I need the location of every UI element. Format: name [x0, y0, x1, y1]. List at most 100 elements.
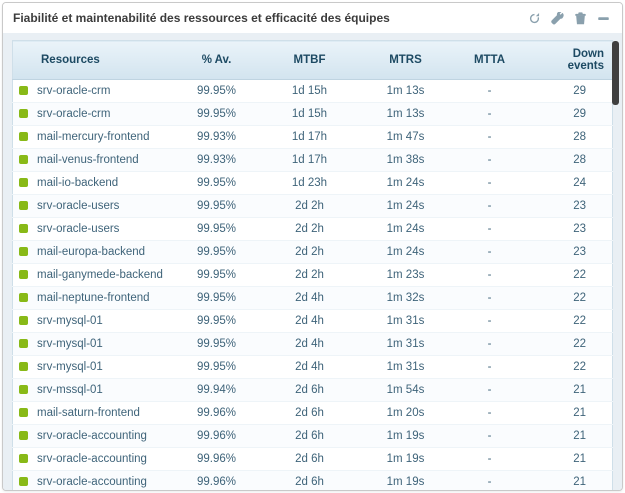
resource-name[interactable]: srv-mysql-01 — [37, 315, 103, 327]
mtbf-cell: 1d 17h — [258, 148, 361, 172]
table-row[interactable]: mail-neptune-frontend 99.95% 2d 4h 1m 32s -2… — [12, 286, 613, 310]
availability-cell: 99.93% — [174, 148, 259, 172]
status-ok-icon — [19, 270, 28, 279]
mtbf-cell: 2d 4h — [258, 309, 361, 333]
status-ok-icon — [19, 339, 28, 348]
collapse-icon[interactable] — [596, 11, 610, 25]
mtbf-cell: 2d 6h — [258, 401, 361, 425]
mtrs-cell: 1m 31s — [360, 355, 451, 379]
availability-cell: 99.95% — [174, 217, 259, 241]
resource-cell: srv-oracle-accounting — [12, 470, 175, 490]
availability-cell: 99.95% — [174, 79, 259, 103]
resource-name[interactable]: mail-mercury-frontend — [37, 131, 150, 143]
mtrs-cell: 1m 24s — [360, 171, 451, 195]
status-ok-icon — [19, 247, 28, 256]
table-row[interactable]: srv-mysql-01 99.95% 2d 4h 1m 31s -22 — [12, 355, 613, 379]
trash-icon[interactable] — [573, 11, 587, 25]
table-row[interactable]: mail-saturn-frontend 99.96% 2d 6h 1m 20s -21 — [12, 401, 613, 425]
status-ok-icon — [19, 431, 28, 440]
mtta-cell: - — [450, 79, 529, 103]
column-header-availability[interactable]: % Av. — [174, 40, 259, 80]
availability-cell: 99.96% — [174, 424, 259, 448]
resource-cell: srv-mysql-01 — [12, 332, 175, 356]
wrench-icon[interactable] — [550, 11, 564, 25]
status-ok-icon — [19, 224, 28, 233]
down-events-cell: 29 — [528, 102, 613, 126]
resources-table: Resources % Av. MTBF MTRS MTTA Down even… — [12, 40, 613, 490]
down-events-cell: 28 — [528, 148, 613, 172]
status-ok-icon — [19, 86, 28, 95]
resource-name[interactable]: srv-mysql-01 — [37, 361, 103, 373]
column-header-mtbf[interactable]: MTBF — [258, 40, 361, 80]
table-row[interactable]: srv-oracle-users 99.95% 2d 2h 1m 24s -23 — [12, 217, 613, 241]
status-ok-icon — [19, 109, 28, 118]
resource-name[interactable]: srv-oracle-users — [37, 200, 120, 212]
mtrs-cell: 1m 54s — [360, 378, 451, 402]
table-row[interactable]: mail-mercury-frontend 99.93% 1d 17h 1m 47s -… — [12, 125, 613, 149]
table-scrollbar-thumb[interactable] — [612, 41, 619, 105]
mtbf-cell: 2d 2h — [258, 263, 361, 287]
availability-cell: 99.94% — [174, 378, 259, 402]
down-events-cell: 28 — [528, 125, 613, 149]
table-row[interactable]: srv-oracle-accounting 99.96% 2d 6h 1m 19s -2… — [12, 424, 613, 448]
column-header-mtrs[interactable]: MTRS — [360, 40, 451, 80]
resource-name[interactable]: srv-oracle-accounting — [37, 476, 147, 488]
down-events-cell: 21 — [528, 447, 613, 471]
table-row[interactable]: srv-oracle-crm 99.95% 1d 15h 1m 13s -29 — [12, 79, 613, 103]
down-events-cell: 22 — [528, 355, 613, 379]
table-row[interactable]: mail-io-backend 99.95% 1d 23h 1m 24s -24 — [12, 171, 613, 195]
column-header-resources[interactable]: Resources — [12, 40, 175, 80]
table-row[interactable]: mail-venus-frontend 99.93% 1d 17h 1m 38s -28 — [12, 148, 613, 172]
down-events-cell: 23 — [528, 217, 613, 241]
table-row[interactable]: srv-oracle-users 99.95% 2d 2h 1m 24s -23 — [12, 194, 613, 218]
resource-cell: srv-oracle-crm — [12, 102, 175, 126]
widget-title: Fiabilité et maintenabilité des ressourc… — [13, 11, 390, 25]
column-header-mtta[interactable]: MTTA — [450, 40, 529, 80]
resource-name[interactable]: srv-oracle-crm — [37, 85, 111, 97]
table-row[interactable]: srv-oracle-accounting 99.96% 2d 6h 1m 19s -2… — [12, 447, 613, 471]
resource-name[interactable]: srv-oracle-users — [37, 223, 120, 235]
resource-name[interactable]: mail-venus-frontend — [37, 154, 139, 166]
down-events-cell: 21 — [528, 378, 613, 402]
resource-name[interactable]: mail-saturn-frontend — [37, 407, 140, 419]
mtrs-cell: 1m 13s — [360, 102, 451, 126]
resource-name[interactable]: srv-oracle-accounting — [37, 430, 147, 442]
availability-cell: 99.95% — [174, 332, 259, 356]
availability-cell: 99.95% — [174, 309, 259, 333]
status-ok-icon — [19, 408, 28, 417]
refresh-icon[interactable] — [527, 11, 541, 25]
down-events-cell: 22 — [528, 263, 613, 287]
resource-name[interactable]: srv-oracle-accounting — [37, 453, 147, 465]
resource-name[interactable]: srv-oracle-crm — [37, 108, 111, 120]
resource-name[interactable]: mail-io-backend — [37, 177, 119, 189]
resource-name[interactable]: mail-neptune-frontend — [37, 292, 150, 304]
status-ok-icon — [19, 132, 28, 141]
table-row[interactable]: mail-europa-backend 99.95% 2d 2h 1m 24s -23 — [12, 240, 613, 264]
mtbf-cell: 1d 15h — [258, 79, 361, 103]
availability-cell: 99.95% — [174, 263, 259, 287]
table-row[interactable]: srv-mysql-01 99.95% 2d 4h 1m 31s -22 — [12, 332, 613, 356]
table-row[interactable]: mail-ganymede-backend 99.95% 2d 2h 1m 23s -2… — [12, 263, 613, 287]
resource-name[interactable]: srv-mssql-01 — [37, 384, 103, 396]
resource-cell: srv-oracle-accounting — [12, 447, 175, 471]
resource-cell: srv-oracle-users — [12, 194, 175, 218]
down-events-cell: 24 — [528, 171, 613, 195]
resource-name[interactable]: mail-ganymede-backend — [37, 269, 163, 281]
table-row[interactable]: srv-oracle-accounting 99.96% 2d 6h 1m 19s -2… — [12, 470, 613, 490]
mtbf-cell: 1d 17h — [258, 125, 361, 149]
availability-cell: 99.95% — [174, 102, 259, 126]
table-row[interactable]: srv-mysql-01 99.95% 2d 4h 1m 31s -22 — [12, 309, 613, 333]
down-events-cell: 23 — [528, 240, 613, 264]
resource-name[interactable]: mail-europa-backend — [37, 246, 146, 258]
table-row[interactable]: srv-oracle-crm 99.95% 1d 15h 1m 13s -29 — [12, 102, 613, 126]
availability-cell: 99.95% — [174, 194, 259, 218]
table-row[interactable]: srv-mssql-01 99.94% 2d 6h 1m 54s -21 — [12, 378, 613, 402]
widget-content: Resources % Av. MTBF MTRS MTTA Down even… — [3, 33, 622, 490]
resource-name[interactable]: srv-mysql-01 — [37, 338, 103, 350]
resource-cell: srv-oracle-accounting — [12, 424, 175, 448]
mtta-cell: - — [450, 286, 529, 310]
column-header-down-events[interactable]: Down events — [528, 40, 613, 80]
status-ok-icon — [19, 293, 28, 302]
mtta-cell: - — [450, 217, 529, 241]
